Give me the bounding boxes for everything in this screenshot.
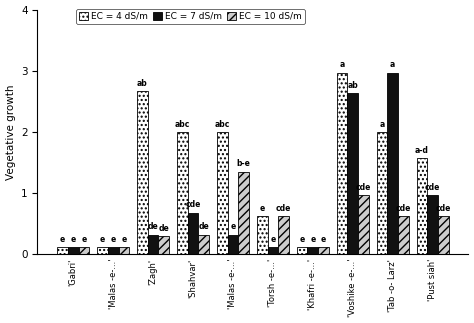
- Text: de: de: [199, 223, 209, 232]
- Bar: [68, 247, 79, 254]
- Text: cde: cde: [185, 201, 201, 209]
- Text: de: de: [148, 223, 158, 232]
- Text: e: e: [321, 235, 326, 244]
- Bar: [97, 247, 108, 254]
- Bar: [188, 213, 199, 254]
- Text: abc: abc: [215, 120, 230, 129]
- Text: cde: cde: [396, 204, 411, 213]
- Text: abc: abc: [174, 120, 190, 129]
- Bar: [427, 195, 438, 254]
- Bar: [257, 216, 267, 254]
- Bar: [228, 234, 238, 254]
- Bar: [347, 93, 358, 254]
- Text: cde: cde: [436, 204, 451, 213]
- Bar: [376, 132, 387, 254]
- Bar: [57, 247, 68, 254]
- Text: e: e: [110, 235, 116, 244]
- Text: a: a: [379, 120, 384, 129]
- Bar: [398, 216, 409, 254]
- Text: ab: ab: [347, 81, 358, 90]
- Y-axis label: Vegetative growth: Vegetative growth: [6, 84, 16, 180]
- Bar: [238, 172, 249, 254]
- Text: cde: cde: [425, 183, 440, 192]
- Text: e: e: [60, 235, 65, 244]
- Text: cde: cde: [356, 183, 371, 192]
- Text: e: e: [300, 235, 305, 244]
- Bar: [318, 247, 329, 254]
- Text: ab: ab: [137, 79, 148, 88]
- Bar: [358, 195, 369, 254]
- Bar: [387, 73, 398, 254]
- Text: a: a: [339, 60, 345, 69]
- Bar: [137, 91, 148, 254]
- Bar: [148, 234, 158, 254]
- Bar: [417, 158, 427, 254]
- Text: e: e: [310, 235, 316, 244]
- Text: e: e: [82, 235, 87, 244]
- Text: a-d: a-d: [415, 146, 429, 155]
- Text: cde: cde: [276, 204, 292, 213]
- Bar: [438, 216, 449, 254]
- Text: e: e: [230, 223, 236, 232]
- Bar: [267, 247, 278, 254]
- Bar: [118, 247, 129, 254]
- Bar: [177, 132, 188, 254]
- Bar: [297, 247, 308, 254]
- Bar: [158, 236, 169, 254]
- Bar: [337, 73, 347, 254]
- Text: e: e: [259, 204, 265, 213]
- Text: e: e: [121, 235, 127, 244]
- Text: e: e: [100, 235, 105, 244]
- Bar: [308, 247, 318, 254]
- Bar: [278, 216, 289, 254]
- Bar: [217, 132, 228, 254]
- Text: a: a: [390, 60, 395, 69]
- Bar: [79, 247, 90, 254]
- Legend: EC = 4 dS/m, EC = 7 dS/m, EC = 10 dS/m: EC = 4 dS/m, EC = 7 dS/m, EC = 10 dS/m: [76, 9, 304, 24]
- Text: e: e: [71, 235, 76, 244]
- Bar: [199, 234, 209, 254]
- Text: de: de: [158, 224, 169, 233]
- Text: b-e: b-e: [237, 160, 251, 169]
- Bar: [108, 247, 118, 254]
- Text: e: e: [270, 235, 275, 244]
